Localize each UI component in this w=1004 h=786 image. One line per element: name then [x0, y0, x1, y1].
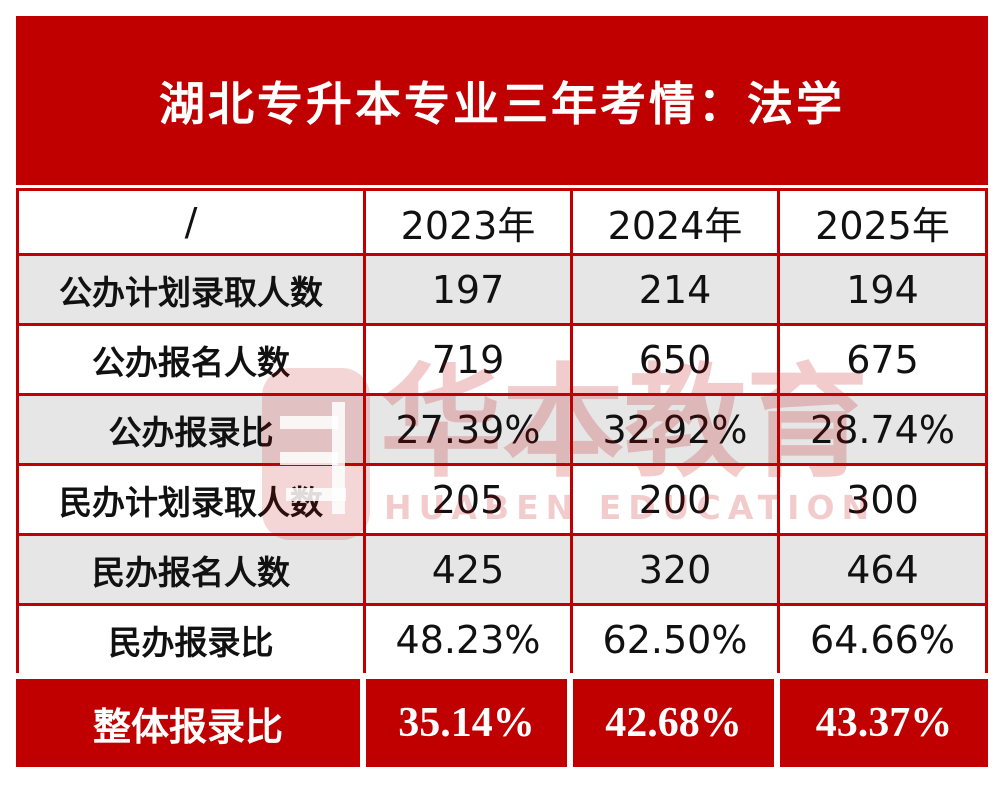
cell-value: 64.66%: [780, 606, 988, 673]
cell-value: 197: [366, 256, 573, 326]
row-label: 民办计划录取人数: [16, 466, 366, 536]
table-row-private-applicants: 民办报名人数 425 320 464: [16, 536, 988, 606]
summary-value: 43.37%: [780, 673, 988, 767]
cell-value: 27.39%: [366, 396, 573, 466]
row-label: 公办计划录取人数: [16, 256, 366, 326]
cell-value: 48.23%: [366, 606, 573, 673]
cell-value: 214: [573, 256, 780, 326]
row-label: 公办报录比: [16, 396, 366, 466]
cell-value: 300: [780, 466, 988, 536]
row-label: 民办报录比: [16, 606, 366, 673]
cell-value: 425: [366, 536, 573, 606]
cell-value: 320: [573, 536, 780, 606]
table-row-public-applicants: 公办报名人数 719 650 675: [16, 326, 988, 396]
summary-value: 35.14%: [366, 673, 573, 767]
table-row-public-ratio: 公办报录比 27.39% 32.92% 28.74%: [16, 396, 988, 466]
stats-table-wrap: / 2023年 2024年 2025年 公办计划录取人数 197 214 194…: [16, 188, 988, 767]
cell-value: 464: [780, 536, 988, 606]
table-row-private-admit: 民办计划录取人数 205 200 300: [16, 466, 988, 536]
table-row-public-admit: 公办计划录取人数 197 214 194: [16, 256, 988, 326]
cell-value: 28.74%: [780, 396, 988, 466]
summary-value: 42.68%: [573, 673, 780, 767]
summary-label: 整体报录比: [16, 673, 366, 767]
summary-row: 整体报录比 35.14% 42.68% 43.37%: [16, 673, 988, 767]
cell-value: 650: [573, 326, 780, 396]
cell-value: 675: [780, 326, 988, 396]
cell-value: 719: [366, 326, 573, 396]
header-cell-2025: 2025年: [780, 188, 988, 256]
stats-table: / 2023年 2024年 2025年 公办计划录取人数 197 214 194…: [16, 188, 988, 767]
cell-value: 205: [366, 466, 573, 536]
header-cell-2023: 2023年: [366, 188, 573, 256]
row-label: 公办报名人数: [16, 326, 366, 396]
cell-value: 32.92%: [573, 396, 780, 466]
header-row: / 2023年 2024年 2025年: [16, 188, 988, 256]
page-title: 湖北专升本专业三年考情：法学: [159, 78, 845, 130]
header-cell-2024: 2024年: [573, 188, 780, 256]
table-row-private-ratio: 民办报录比 48.23% 62.50% 64.66%: [16, 606, 988, 673]
cell-value: 62.50%: [573, 606, 780, 673]
title-banner: 湖北专升本专业三年考情：法学: [16, 16, 988, 185]
row-label: 民办报名人数: [16, 536, 366, 606]
header-cell-slash: /: [16, 188, 366, 256]
cell-value: 194: [780, 256, 988, 326]
cell-value: 200: [573, 466, 780, 536]
